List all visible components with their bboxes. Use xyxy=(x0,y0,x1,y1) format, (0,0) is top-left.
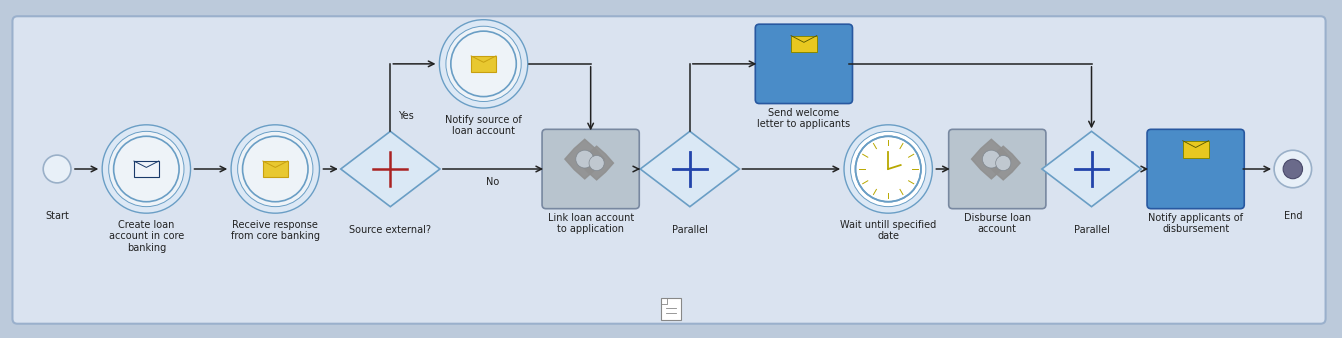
Text: No: No xyxy=(486,177,499,187)
Text: Notify applicants of
disbursement: Notify applicants of disbursement xyxy=(1149,213,1243,234)
FancyBboxPatch shape xyxy=(662,298,680,320)
FancyBboxPatch shape xyxy=(542,129,639,209)
Polygon shape xyxy=(580,146,613,180)
Text: Wait untill specified
date: Wait untill specified date xyxy=(840,220,937,241)
Text: Parallel: Parallel xyxy=(1074,224,1110,235)
Polygon shape xyxy=(1041,131,1141,207)
Text: Start: Start xyxy=(46,211,68,221)
FancyBboxPatch shape xyxy=(471,56,497,72)
Text: Notify source of
loan account: Notify source of loan account xyxy=(446,115,522,136)
Polygon shape xyxy=(986,146,1020,180)
Circle shape xyxy=(576,150,593,168)
Circle shape xyxy=(43,155,71,183)
Circle shape xyxy=(1283,159,1303,179)
FancyBboxPatch shape xyxy=(1182,141,1209,158)
Text: Receive response
from core banking: Receive response from core banking xyxy=(231,220,319,241)
Circle shape xyxy=(1274,150,1311,188)
FancyBboxPatch shape xyxy=(949,129,1045,209)
Circle shape xyxy=(231,125,319,213)
FancyBboxPatch shape xyxy=(134,161,158,177)
Circle shape xyxy=(855,136,921,202)
Circle shape xyxy=(439,20,527,108)
Text: Disburse loan
account: Disburse loan account xyxy=(964,213,1031,234)
Text: Link loan account
to application: Link loan account to application xyxy=(548,213,633,234)
FancyBboxPatch shape xyxy=(790,35,817,52)
Circle shape xyxy=(851,131,926,207)
Circle shape xyxy=(844,125,933,213)
Polygon shape xyxy=(341,131,440,207)
Text: Yes: Yes xyxy=(399,112,415,121)
FancyBboxPatch shape xyxy=(1147,129,1244,209)
Text: Create loan
account in core
banking: Create loan account in core banking xyxy=(109,220,184,253)
Text: Source external?: Source external? xyxy=(349,224,431,235)
Circle shape xyxy=(109,131,184,207)
Circle shape xyxy=(114,136,178,202)
FancyBboxPatch shape xyxy=(12,16,1326,324)
Circle shape xyxy=(982,150,1000,168)
Circle shape xyxy=(243,136,309,202)
FancyBboxPatch shape xyxy=(263,161,287,177)
Circle shape xyxy=(446,26,521,101)
Circle shape xyxy=(589,155,604,171)
FancyBboxPatch shape xyxy=(756,24,852,103)
Circle shape xyxy=(996,155,1011,171)
Polygon shape xyxy=(640,131,739,207)
Polygon shape xyxy=(565,139,604,179)
Circle shape xyxy=(451,31,517,97)
Circle shape xyxy=(238,131,313,207)
Text: Parallel: Parallel xyxy=(672,224,707,235)
Text: Send welcome
letter to applicants: Send welcome letter to applicants xyxy=(757,107,851,129)
Circle shape xyxy=(102,125,191,213)
Polygon shape xyxy=(972,139,1011,179)
Text: End: End xyxy=(1283,211,1302,221)
